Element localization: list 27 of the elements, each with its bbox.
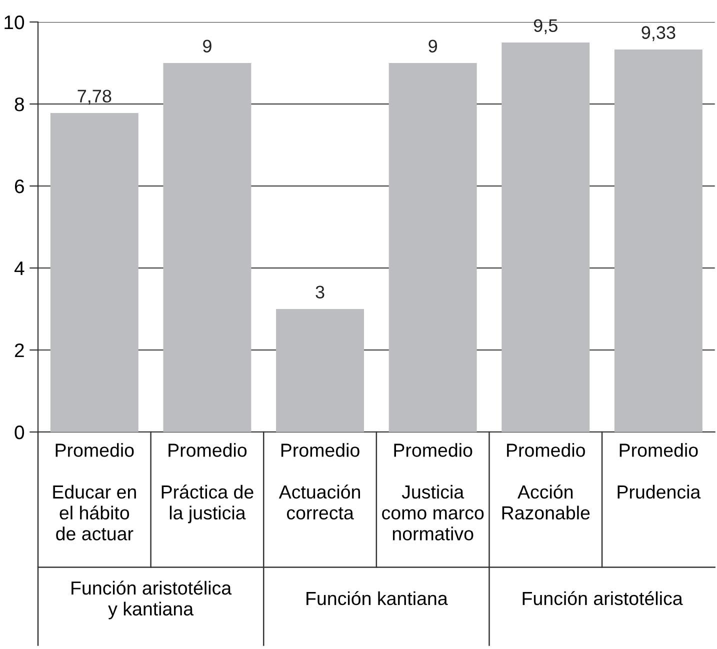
category-label: Promedio Educar en el hábito de actuar: [53, 443, 136, 540]
text: Función kantiana: [306, 591, 448, 606]
data-label: 9,33: [642, 26, 676, 42]
category-label: Promedio Prudencia: [618, 443, 701, 499]
bar: [276, 309, 364, 432]
data-label: 3: [316, 286, 324, 298]
y-tick-label: 6: [14, 179, 24, 194]
bar: [50, 113, 138, 432]
text: Función aristotélica: [522, 591, 683, 606]
y-tick-label: 2: [14, 343, 24, 358]
category-label: Promedio Acción Razonable: [502, 443, 590, 520]
data-label: 7,78: [78, 90, 112, 105]
bar: [163, 63, 252, 432]
text: Función aristotélica y kantiana: [72, 580, 232, 620]
y-tick-label: 8: [14, 97, 24, 112]
data-label: 9: [203, 40, 212, 52]
y-tick-label: 4: [14, 262, 24, 276]
category-label: Promedio Práctica de la justicia: [162, 443, 254, 524]
category-label: Promedio Actuación correcta: [278, 443, 360, 520]
bar: [614, 49, 702, 432]
bar: [388, 63, 477, 432]
data-label: 9,5: [534, 19, 558, 34]
y-tick-label: 10: [4, 15, 24, 30]
category-label: Promedio Justicia como marco normativo: [382, 443, 484, 540]
y-tick-label: 0: [14, 425, 24, 440]
data-label: 9: [428, 40, 437, 52]
bar: [502, 42, 590, 432]
